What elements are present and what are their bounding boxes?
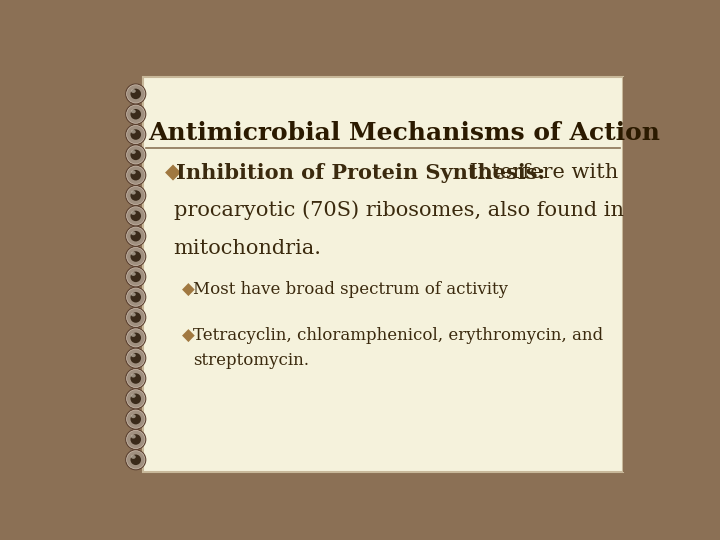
Bar [623,77,648,472]
Ellipse shape [127,125,145,144]
Text: procaryotic (70S) ribosomes, also found in: procaryotic (70S) ribosomes, also found … [174,201,624,220]
Ellipse shape [131,130,136,133]
Ellipse shape [130,353,141,363]
Ellipse shape [125,165,146,186]
Ellipse shape [130,312,141,323]
Ellipse shape [130,109,141,119]
Ellipse shape [131,435,136,438]
Ellipse shape [130,170,141,180]
Ellipse shape [130,211,141,221]
Ellipse shape [130,434,141,445]
Ellipse shape [131,353,136,357]
Ellipse shape [125,246,146,267]
Ellipse shape [127,85,145,103]
Bar [143,77,623,472]
Ellipse shape [125,348,146,369]
Ellipse shape [125,205,146,226]
Ellipse shape [131,232,136,235]
Ellipse shape [131,333,136,337]
Ellipse shape [125,327,146,348]
Ellipse shape [125,429,146,450]
Ellipse shape [130,129,141,140]
Ellipse shape [127,430,145,449]
Ellipse shape [130,333,141,343]
Ellipse shape [130,150,141,160]
Ellipse shape [131,414,136,418]
Text: mitochondria.: mitochondria. [174,239,322,258]
Ellipse shape [125,287,146,308]
Text: ◆: ◆ [166,163,181,183]
Text: Most have broad spectrum of activity: Most have broad spectrum of activity [193,281,508,298]
Ellipse shape [130,272,141,282]
Ellipse shape [131,252,136,255]
Ellipse shape [127,288,145,306]
Ellipse shape [125,124,146,145]
Text: Interfere with: Interfere with [462,163,618,181]
Ellipse shape [127,410,145,428]
Ellipse shape [131,150,136,154]
Ellipse shape [131,394,136,398]
Ellipse shape [131,171,136,174]
Ellipse shape [127,451,145,469]
Ellipse shape [131,191,136,194]
Ellipse shape [127,390,145,408]
Ellipse shape [130,190,141,201]
Ellipse shape [125,449,146,470]
Ellipse shape [131,110,136,113]
Ellipse shape [131,211,136,215]
Ellipse shape [131,272,136,276]
Ellipse shape [130,394,141,404]
Ellipse shape [127,146,145,164]
Ellipse shape [125,104,146,125]
Ellipse shape [127,166,145,184]
Text: Tetracyclin, chloramphenicol, erythromycin, and
streptomycin.: Tetracyclin, chloramphenicol, erythromyc… [193,327,603,369]
Ellipse shape [125,226,146,247]
Text: Antimicrobial Mechanisms of Action: Antimicrobial Mechanisms of Action [148,121,660,145]
Ellipse shape [127,268,145,286]
Ellipse shape [130,373,141,384]
Ellipse shape [130,231,141,241]
Ellipse shape [127,227,145,245]
Ellipse shape [130,292,141,302]
Ellipse shape [127,186,145,205]
Ellipse shape [127,349,145,367]
Ellipse shape [130,455,141,465]
Text: ◆: ◆ [182,327,195,345]
Ellipse shape [127,369,145,388]
Ellipse shape [127,247,145,266]
Ellipse shape [131,455,136,459]
Ellipse shape [127,105,145,123]
Ellipse shape [125,266,146,287]
Ellipse shape [130,89,141,99]
Ellipse shape [130,251,141,262]
Ellipse shape [127,329,145,347]
Ellipse shape [131,292,136,296]
Ellipse shape [125,307,146,328]
Ellipse shape [130,414,141,424]
Text: Inhibition of Protein Synthesis:: Inhibition of Protein Synthesis: [176,163,546,183]
Ellipse shape [125,83,146,104]
Ellipse shape [131,374,136,377]
Ellipse shape [125,144,146,165]
Ellipse shape [125,388,146,409]
Text: ◆: ◆ [182,281,195,299]
Ellipse shape [131,313,136,316]
Ellipse shape [127,207,145,225]
Ellipse shape [125,409,146,430]
Ellipse shape [131,89,136,93]
Ellipse shape [125,185,146,206]
Ellipse shape [125,368,146,389]
Ellipse shape [127,308,145,327]
